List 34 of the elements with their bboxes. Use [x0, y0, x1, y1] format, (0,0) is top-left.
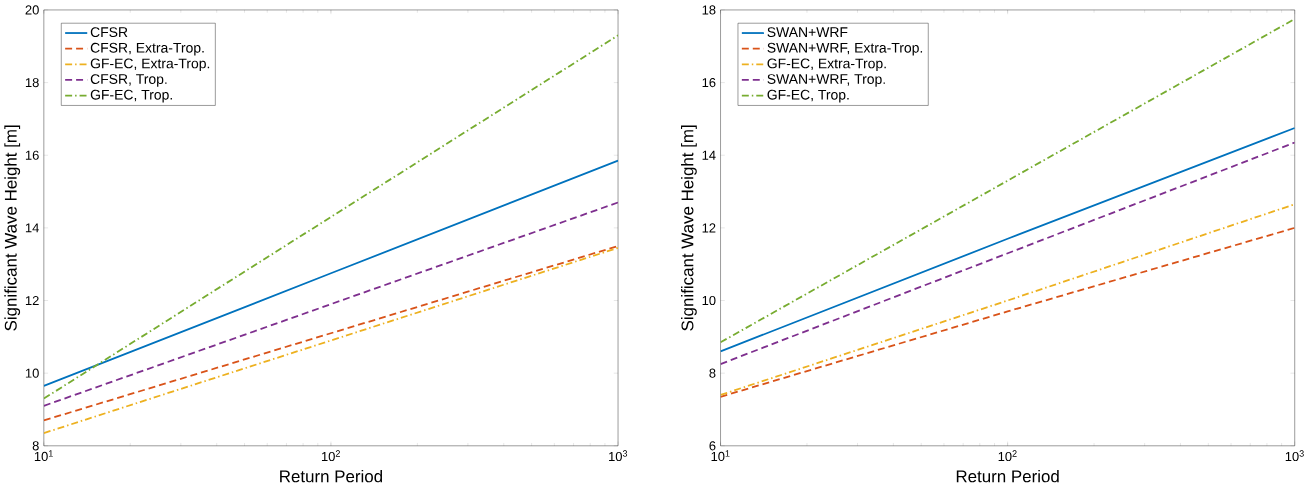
- y-tick-label: 16: [25, 150, 39, 161]
- legend-label: GF-EC, Trop.: [90, 90, 172, 103]
- x-tick-label: 10$^{1}$: [34, 450, 53, 462]
- y-tick-label: 16: [702, 78, 716, 88]
- legend-label: GF-EC, Extra-Trop.: [90, 58, 210, 72]
- legend-label: CFSR: [90, 27, 128, 38]
- y-tick-label: 14: [702, 151, 716, 160]
- y-tick-label: 12: [25, 296, 39, 306]
- x-tick-label: 10$^{1}$: [711, 450, 730, 462]
- y-tick-label: 20: [25, 5, 39, 15]
- y-axis-title: Significant Wave Height [m]: [681, 125, 697, 331]
- y-tick-label: 14: [25, 223, 39, 233]
- y-tick-label: 10: [25, 368, 39, 378]
- y-tick-label: 8: [709, 368, 716, 378]
- y-tick-label: 18: [25, 78, 39, 88]
- x-tick-label: 10$^{2}$: [321, 450, 340, 462]
- x-tick-label: 10$^{2}$: [998, 450, 1017, 462]
- y-tick-label: 6: [709, 441, 716, 451]
- legend-label: CFSR, Trop.: [90, 74, 167, 87]
- legend-label: GF-EC, Extra-Trop.: [767, 58, 886, 72]
- y-axis-title: Significant Wave Height [m]: [4, 125, 21, 331]
- legend-label: SWAN+WRF, Extra-Trop.: [767, 43, 923, 56]
- y-tick-label: 10: [702, 296, 716, 306]
- legend-label: GF-EC, Trop.: [767, 90, 849, 103]
- legend-label: CFSR, Extra-Trop.: [90, 43, 204, 56]
- y-tick-label: 8: [32, 441, 39, 451]
- x-tick-label: 10$^{3}$: [1285, 450, 1304, 462]
- x-axis-title: Return Period: [280, 470, 383, 483]
- legend-label: SWAN+WRF, Trop.: [767, 74, 885, 87]
- x-axis-title: Return Period: [956, 470, 1059, 483]
- y-tick-label: 12: [702, 223, 716, 233]
- legend-label: SWAN+WRF: [767, 27, 848, 38]
- y-tick-label: 18: [702, 5, 716, 15]
- x-tick-label: 10$^{3}$: [609, 450, 628, 462]
